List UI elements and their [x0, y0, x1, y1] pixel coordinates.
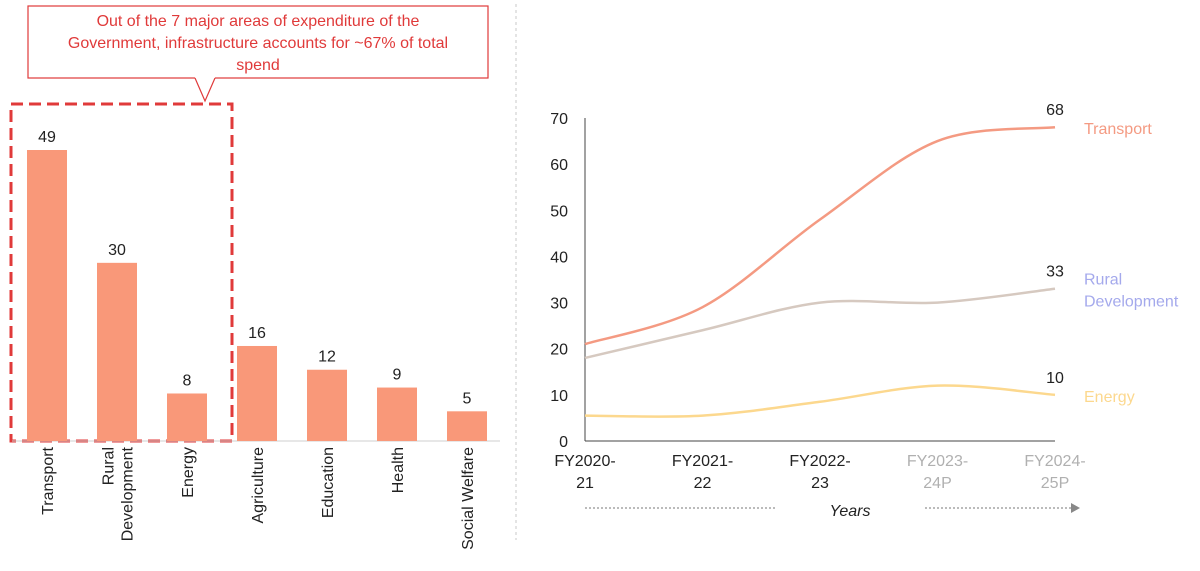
x-tick-label: FY2020- [554, 453, 615, 470]
x-axis-arrowhead [1071, 503, 1080, 513]
bar-agriculture [237, 345, 277, 441]
x-tick-label: FY2021- [672, 453, 733, 470]
x-axis-title: Years [830, 503, 871, 520]
series-end-label: 33 [1046, 264, 1064, 281]
x-tick-label: 24P [923, 475, 951, 492]
bar-social-welfare [447, 411, 487, 441]
callout-pointer [194, 77, 216, 103]
bar-data-label: 49 [38, 129, 56, 146]
y-tick-label: 10 [550, 388, 568, 405]
bar-category-label: Development [120, 446, 137, 541]
bar-data-label: 9 [393, 367, 402, 384]
line-chart: Years 0 10 20 30 40 50 60 70 FY2020- 21 FY2021- 22 F… [550, 102, 1179, 520]
y-tick-label: 60 [550, 157, 568, 174]
series-name-label: Development [1084, 294, 1179, 311]
callout-line-2: Government, infrastructure accounts for … [68, 35, 448, 52]
x-tick-label: FY2024- [1024, 453, 1085, 470]
bar-category-label: Health [390, 447, 407, 493]
callout-box [27, 5, 489, 79]
x-tick-label: 23 [811, 475, 829, 492]
callout-line-3: spend [236, 57, 280, 74]
series-line-transport [584, 125, 1056, 346]
callout: Out of the 7 major areas of expenditure … [27, 5, 489, 103]
bar-chart: 49 Transport 30 Rural Development 8 Energy 16 Ag… [12, 129, 500, 550]
bar-education [307, 369, 347, 441]
bar-rural-development [97, 262, 137, 441]
bar-data-label: 30 [108, 242, 126, 259]
y-tick-label: 0 [559, 434, 568, 451]
bar-data-label: 12 [318, 349, 336, 366]
y-tick-label: 30 [550, 296, 568, 313]
bar-transport [27, 150, 67, 441]
bar-data-label: 16 [248, 325, 266, 342]
bar-health [377, 387, 417, 441]
series-name-label: Energy [1084, 389, 1135, 406]
x-tick-label: FY2023- [907, 453, 968, 470]
callout-line-1: Out of the 7 major areas of expenditure … [97, 13, 420, 30]
x-tick-label: 22 [694, 475, 712, 492]
y-tick-label: 50 [550, 203, 568, 220]
bar-data-label: 5 [463, 390, 472, 407]
series-name-label: Transport [1084, 121, 1152, 138]
bar-category-label: Agriculture [250, 447, 267, 524]
bar-category-label: Education [320, 447, 337, 518]
bar-category-label: Social Welfare [460, 447, 477, 550]
y-tick-label: 40 [550, 249, 568, 266]
bar-category-label: Transport [40, 446, 57, 514]
series-line-rural-development [584, 287, 1056, 360]
x-tick-label: FY2022- [789, 453, 850, 470]
bar-category-label: Rural [101, 447, 118, 485]
y-tick-label: 20 [550, 342, 568, 359]
x-tick-label: 25P [1041, 475, 1069, 492]
bar-energy [167, 393, 207, 441]
series-line-energy [584, 384, 1056, 418]
series-name-label: Rural [1084, 272, 1122, 289]
series-end-label: 68 [1046, 102, 1064, 119]
series-end-label: 10 [1046, 370, 1064, 387]
x-tick-label: 21 [576, 475, 594, 492]
bar-category-label: Energy [180, 447, 197, 498]
y-tick-label: 70 [550, 111, 568, 128]
bar-data-label: 8 [183, 372, 192, 389]
